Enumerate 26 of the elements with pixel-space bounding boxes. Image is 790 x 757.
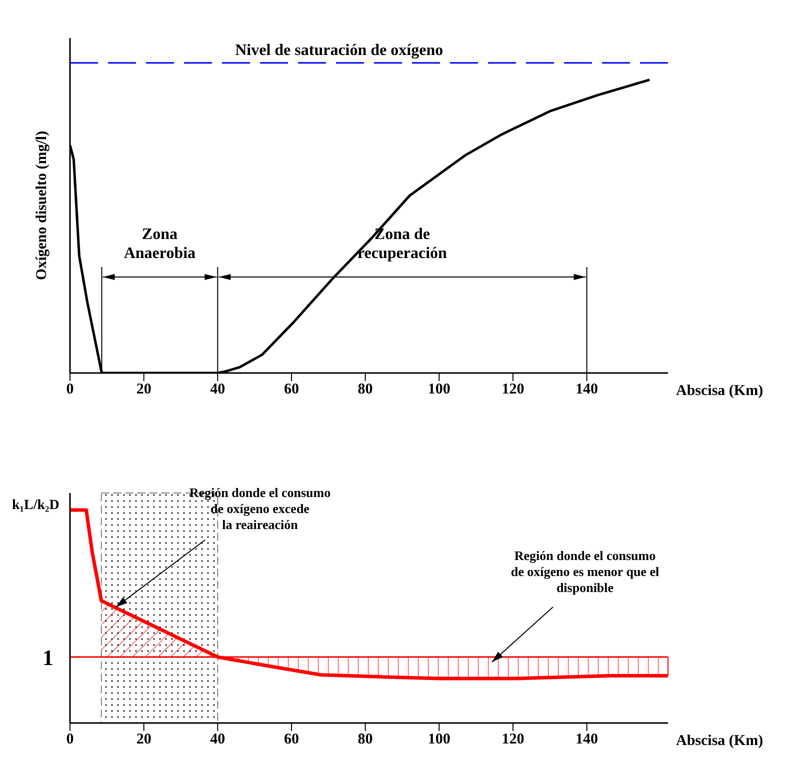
x-axis-title: Abscisa (Km)	[676, 383, 764, 399]
y-axis-title: Oxígeno disuelto (mg/l)	[34, 130, 50, 280]
annotation: Zona de recuperación	[357, 226, 448, 262]
x-tick-label: 80	[358, 732, 373, 748]
x-tick-label: 60	[284, 732, 299, 748]
x-tick-label: 120	[502, 382, 524, 398]
y-axis-title: k₁L/k₂D	[12, 498, 60, 513]
x-tick-label: 60	[284, 382, 299, 398]
ref-line-label: Nivel de saturación de oxígeno	[235, 42, 444, 59]
annotation: Región donde el consumo de oxígeno excede la reaireación	[189, 485, 331, 532]
x-tick-label: 20	[136, 732, 152, 748]
text: 1	[42, 644, 54, 670]
x-tick-label: 140	[576, 732, 598, 748]
annotation: Zona Anaerobia	[124, 226, 196, 262]
x-tick-label: 0	[66, 382, 74, 398]
x-tick-label: 100	[428, 732, 450, 748]
annotation: Región donde el consumo de oxígeno es menor que el disponible	[510, 548, 660, 595]
x-tick-label: 0	[66, 732, 74, 748]
x-tick-label: 120	[502, 732, 524, 748]
x-tick-label: 140	[576, 382, 598, 398]
x-tick-label: 80	[358, 382, 373, 398]
x-tick-label: 40	[210, 732, 226, 748]
x-axis-title: Abscisa (Km)	[676, 733, 764, 749]
x-tick-label: 40	[210, 382, 226, 398]
x-tick-label: 20	[136, 382, 152, 398]
x-tick-label: 100	[428, 382, 450, 398]
